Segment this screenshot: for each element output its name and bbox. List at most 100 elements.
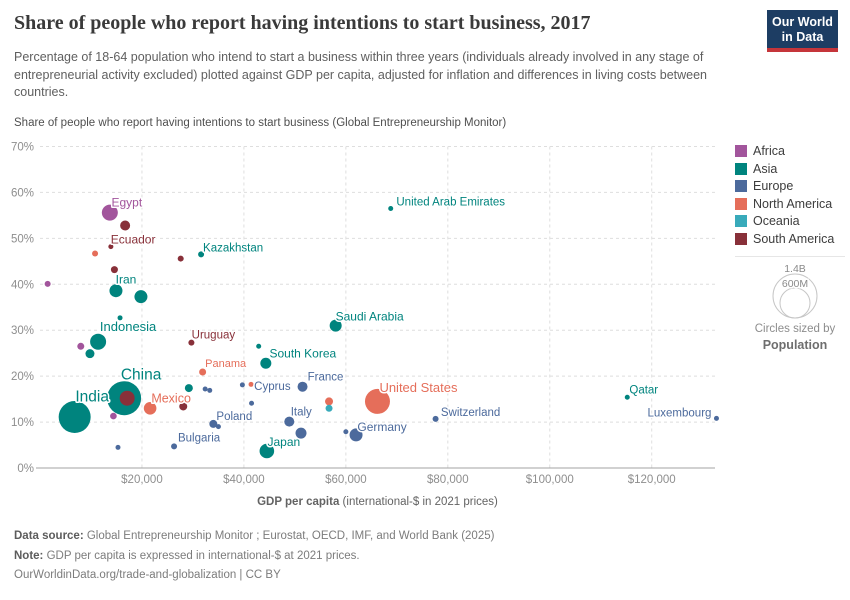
country-label-switzerland[interactable]: Switzerland — [439, 405, 501, 420]
country-label-egypt[interactable]: Egypt — [110, 194, 144, 211]
note-text: GDP per capita is expressed in internati… — [43, 549, 360, 562]
legend-item-north-america[interactable]: North America — [735, 197, 834, 211]
owid-logo-red-bar — [767, 48, 838, 52]
data-point-indonesia[interactable] — [90, 333, 107, 350]
country-label-indonesia[interactable]: Indonesia — [98, 318, 158, 336]
country-label-mexico[interactable]: Mexico — [150, 390, 193, 407]
country-label-cyprus[interactable]: Cyprus — [253, 379, 293, 394]
data-point-egypt[interactable] — [101, 204, 118, 221]
data-point-unlabeled[interactable] — [325, 397, 334, 406]
country-label-ecuador[interactable]: Ecuador — [109, 231, 157, 248]
data-point-ecuador[interactable] — [120, 220, 131, 231]
country-label-united-arab-emirates[interactable]: United Arab Emirates — [395, 195, 507, 210]
url-line[interactable]: OurWorldinData.org/trade-and-globalizati… — [14, 569, 281, 581]
data-point-cyprus[interactable] — [239, 382, 245, 388]
data-point-unlabeled[interactable] — [134, 290, 148, 304]
y-tick-label: 60% — [11, 187, 34, 199]
data-point-unlabeled[interactable] — [207, 387, 213, 393]
data-point-unlabeled[interactable] — [256, 343, 262, 349]
data-point-italy[interactable] — [284, 416, 295, 427]
x-tick-label: $40,000 — [223, 474, 265, 486]
data-point-south-korea[interactable] — [260, 357, 272, 369]
country-label-luxembourg[interactable]: Luxembourg — [646, 406, 713, 421]
data-point-luxembourg[interactable] — [713, 415, 719, 421]
population-size-legend: 1.4B 600M — [772, 262, 818, 319]
legend-item-europe[interactable]: Europe — [735, 179, 834, 193]
data-point-iran[interactable] — [109, 284, 123, 298]
data-point-unlabeled[interactable] — [77, 342, 85, 350]
country-label-bulgaria[interactable]: Bulgaria — [176, 431, 222, 446]
y-tick-label: 10% — [11, 417, 34, 429]
data-point-panama[interactable] — [199, 368, 207, 376]
country-label-panama[interactable]: Panama — [204, 357, 249, 372]
size-label-outer: 1.4B — [784, 263, 806, 275]
country-label-china[interactable]: China — [119, 365, 163, 385]
country-label-saudi-arabia[interactable]: Saudi Arabia — [334, 308, 405, 325]
country-label-kazakhstan[interactable]: Kazakhstan — [202, 241, 265, 256]
country-label-iran[interactable]: Iran — [114, 271, 138, 288]
data-point-unlabeled[interactable] — [325, 404, 333, 412]
x-tick-label: $100,000 — [526, 474, 574, 486]
data-point-france[interactable] — [297, 381, 308, 392]
data-point-unlabeled[interactable] — [177, 255, 184, 262]
note-line: Note: GDP per capita is expressed in int… — [14, 547, 494, 567]
size-circle-inner — [779, 287, 811, 319]
data-point-switzerland[interactable] — [432, 415, 439, 422]
data-point-unlabeled[interactable] — [343, 429, 349, 435]
country-label-poland[interactable]: Poland — [215, 409, 254, 424]
chart-description: Percentage of 18-64 population who inten… — [14, 50, 707, 99]
country-label-italy[interactable]: Italy — [289, 405, 313, 420]
data-point-uruguay[interactable] — [188, 339, 195, 346]
data-point-unlabeled[interactable] — [85, 349, 95, 359]
data-point-india[interactable] — [58, 401, 91, 434]
x-tick-label: $60,000 — [325, 474, 367, 486]
chart-footer: Data source: Global Entrepreneurship Mon… — [14, 527, 494, 586]
x-tick-label: $120,000 — [628, 474, 676, 486]
country-label-japan[interactable]: Japan — [266, 434, 302, 451]
data-point-unlabeled[interactable] — [110, 266, 118, 274]
data-point-unlabeled[interactable] — [248, 381, 254, 387]
data-point-unlabeled[interactable] — [249, 400, 255, 406]
data-point-unlabeled[interactable] — [117, 315, 123, 321]
data-point-unlabeled[interactable] — [44, 280, 51, 287]
legend-swatch-asia — [735, 162, 747, 175]
data-point-united-arab-emirates[interactable] — [388, 206, 394, 212]
legend-swatch-europe — [735, 180, 747, 193]
country-label-south-korea[interactable]: South Korea — [268, 345, 338, 362]
data-point-kazakhstan[interactable] — [198, 251, 205, 258]
legend-item-asia[interactable]: Asia — [735, 162, 834, 176]
owid-logo[interactable]: Our World in Data — [767, 10, 838, 52]
country-label-india[interactable]: India — [74, 387, 111, 407]
data-point-unlabeled[interactable] — [179, 402, 188, 411]
country-label-france[interactable]: France — [306, 370, 345, 385]
data-point-unlabeled[interactable] — [115, 444, 121, 450]
data-point-japan[interactable] — [259, 443, 275, 459]
country-label-germany[interactable]: Germany — [356, 418, 408, 435]
data-point-poland[interactable] — [209, 419, 218, 428]
data-point-mexico[interactable] — [143, 401, 157, 415]
data-point-united-states[interactable] — [364, 388, 390, 414]
legend-item-africa[interactable]: Africa — [735, 144, 834, 158]
country-label-united-states[interactable]: United States — [378, 379, 460, 397]
data-source-line: Data source: Global Entrepreneurship Mon… — [14, 527, 494, 547]
data-point-unlabeled[interactable] — [202, 386, 208, 392]
data-point-unlabeled[interactable] — [119, 390, 135, 406]
country-label-uruguay[interactable]: Uruguay — [190, 328, 237, 343]
data-point-bulgaria[interactable] — [171, 443, 178, 450]
data-point-germany[interactable] — [349, 428, 363, 442]
data-point-unlabeled[interactable] — [295, 427, 307, 439]
data-point-unlabeled[interactable] — [184, 384, 193, 393]
legend-label: Oceania — [753, 214, 800, 229]
data-point-unlabeled[interactable] — [110, 412, 117, 420]
legend-item-oceania[interactable]: Oceania — [735, 214, 834, 229]
legend-item-south-america[interactable]: South America — [735, 232, 834, 246]
data-point-qatar[interactable] — [624, 394, 630, 400]
data-point-saudi-arabia[interactable] — [329, 319, 342, 332]
x-tick-label: $20,000 — [121, 474, 163, 486]
country-label-qatar[interactable]: Qatar — [628, 383, 660, 398]
data-point-unlabeled[interactable] — [92, 250, 99, 257]
data-point-unlabeled[interactable] — [215, 424, 221, 430]
data-point-unlabeled[interactable] — [108, 244, 114, 250]
owid-logo-text: Our World in Data — [767, 10, 838, 48]
